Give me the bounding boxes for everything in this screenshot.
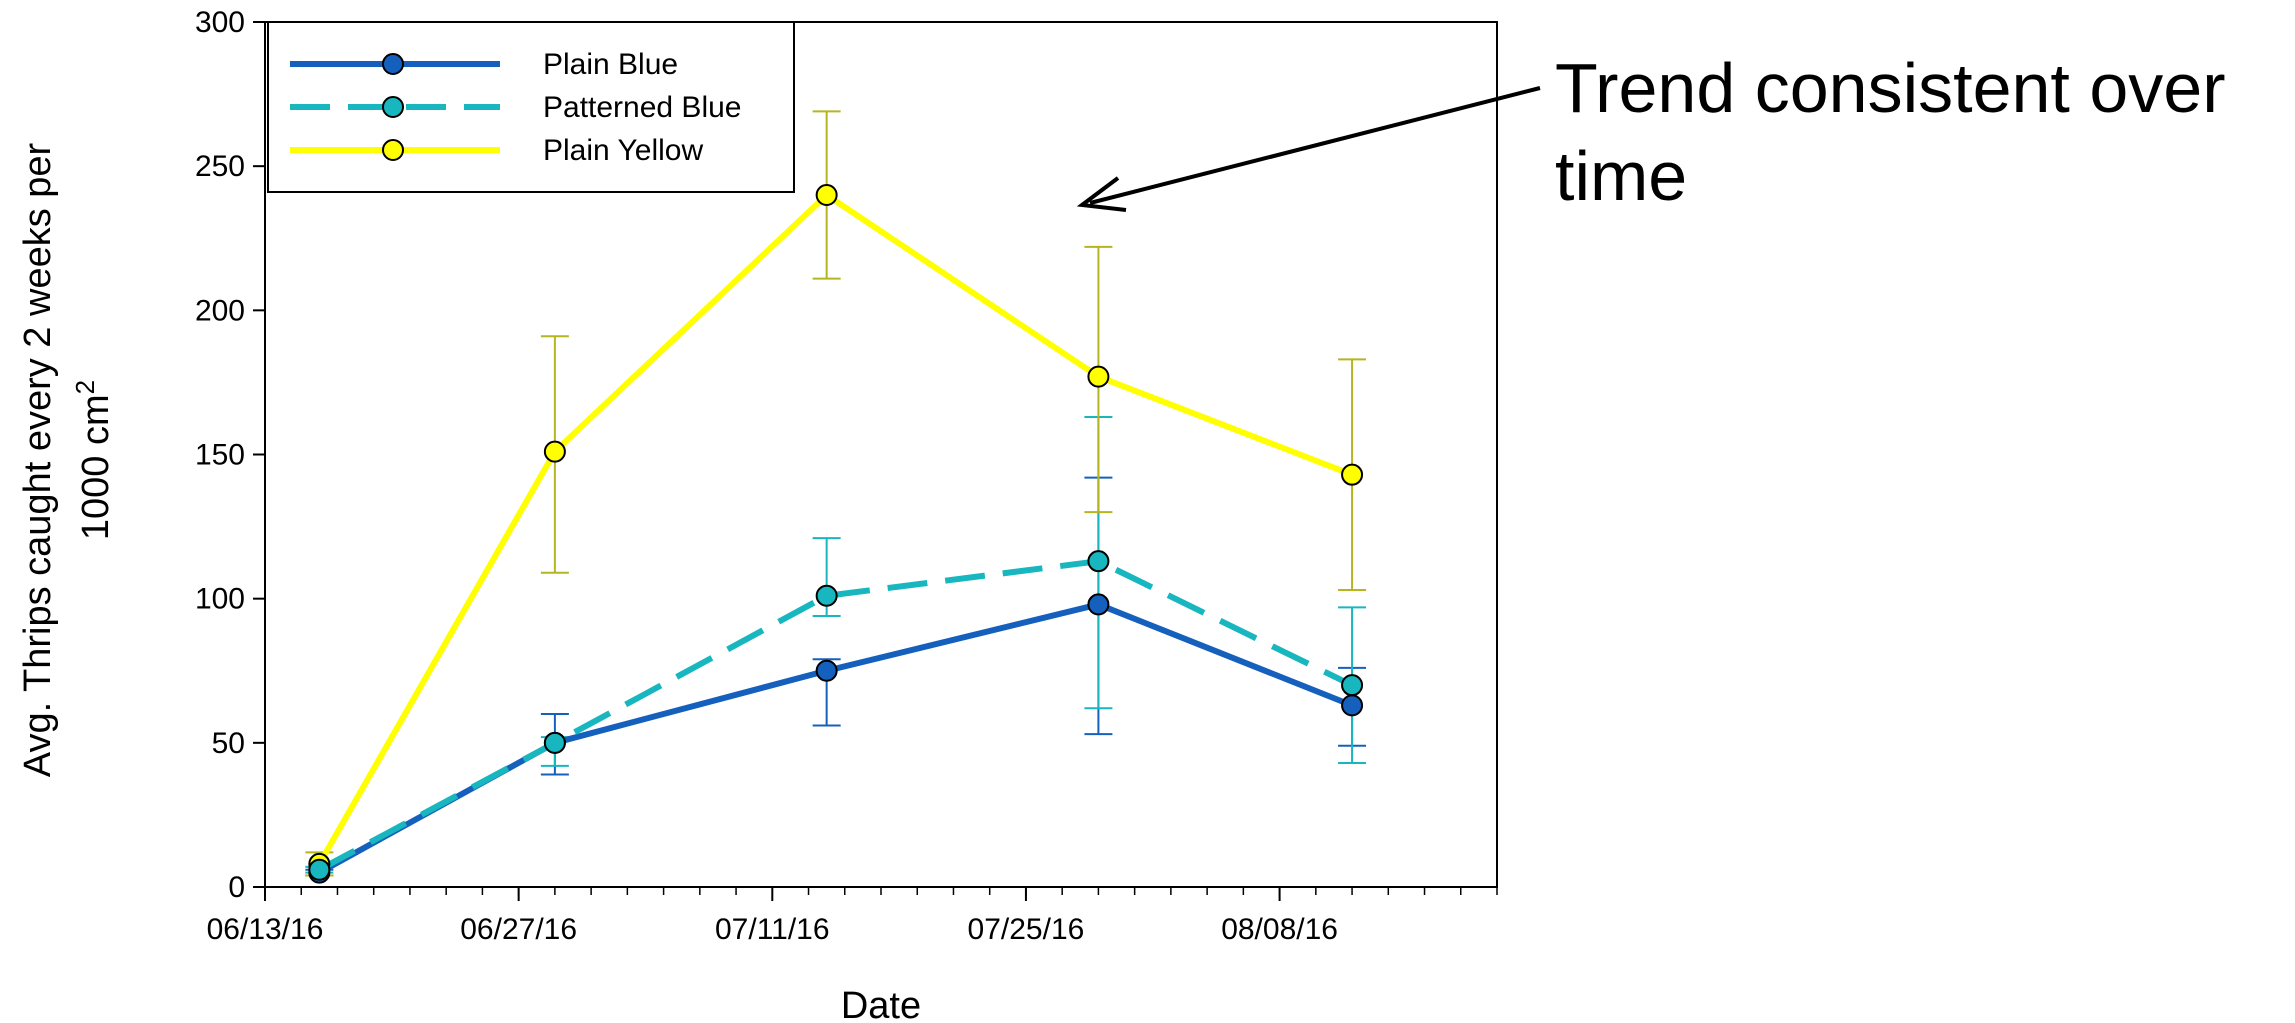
legend: Plain Blue Patterned Blue Plain Yellow xyxy=(267,21,795,193)
data-point xyxy=(815,659,838,682)
series-line xyxy=(317,558,1354,873)
x-axis-title: Date xyxy=(841,985,921,1023)
annotation-arrow-head xyxy=(1076,176,1127,212)
data-point xyxy=(815,184,838,206)
y-tick-label: 100 xyxy=(195,583,245,616)
data-point xyxy=(543,731,566,754)
x-tick-label: 07/11/16 xyxy=(715,913,830,946)
annotation-arrow-shaft xyxy=(1089,86,1541,205)
series-lines xyxy=(316,192,1354,876)
series-line xyxy=(317,601,1354,876)
legend-label: Plain Blue xyxy=(543,48,678,81)
y-tick-label: 300 xyxy=(195,6,245,39)
y-axis-title-unit: 1000 cm xyxy=(75,394,117,540)
legend-swatch-marker xyxy=(382,139,404,161)
data-point xyxy=(1087,550,1110,573)
trend-annotation: Trend consistent over time xyxy=(1076,49,2226,215)
y-tick-label: 0 xyxy=(228,871,245,904)
error-bars xyxy=(305,110,1367,877)
x-tick-label: 06/27/16 xyxy=(460,913,577,946)
legend-label: Patterned Blue xyxy=(543,91,741,124)
legend-label: Plain Yellow xyxy=(543,134,703,167)
data-point xyxy=(543,440,566,463)
x-axis: 06/13/16 06/27/16 07/11/16 07/25/16 08/08/16 xyxy=(207,887,1498,946)
series-points xyxy=(308,184,1364,884)
series-line xyxy=(316,192,1354,866)
y-axis-title: Avg. Thrips caught every 2 weeks per 100… xyxy=(17,142,117,777)
y-tick-label: 150 xyxy=(195,439,245,472)
y-axis-title-superscript: 2 xyxy=(70,380,100,394)
x-tick-label: 06/13/16 xyxy=(207,913,324,946)
data-point xyxy=(1341,463,1364,486)
data-point xyxy=(1341,694,1364,717)
y-tick-label: 250 xyxy=(195,150,245,183)
annotation-text-line2: time xyxy=(1555,137,1687,215)
data-point xyxy=(1087,593,1110,616)
legend-swatch-marker xyxy=(382,53,404,75)
annotation-text-line1: Trend consistent over xyxy=(1555,49,2226,127)
data-point xyxy=(1341,674,1364,697)
data-point xyxy=(308,858,331,881)
legend-swatch-marker xyxy=(382,96,404,118)
y-axis-title-line1: Avg. Thrips caught every 2 weeks per xyxy=(17,142,59,777)
x-tick-label: 08/08/16 xyxy=(1221,913,1338,946)
y-tick-label: 200 xyxy=(195,294,245,327)
data-point xyxy=(1087,365,1110,388)
data-point xyxy=(815,584,838,607)
y-axis-title-line2: 1000 cm2 xyxy=(70,380,117,540)
y-tick-label: 50 xyxy=(212,727,245,760)
y-axis: 0 50 100 150 200 250 300 xyxy=(195,6,265,904)
x-tick-label: 07/25/16 xyxy=(968,913,1085,946)
